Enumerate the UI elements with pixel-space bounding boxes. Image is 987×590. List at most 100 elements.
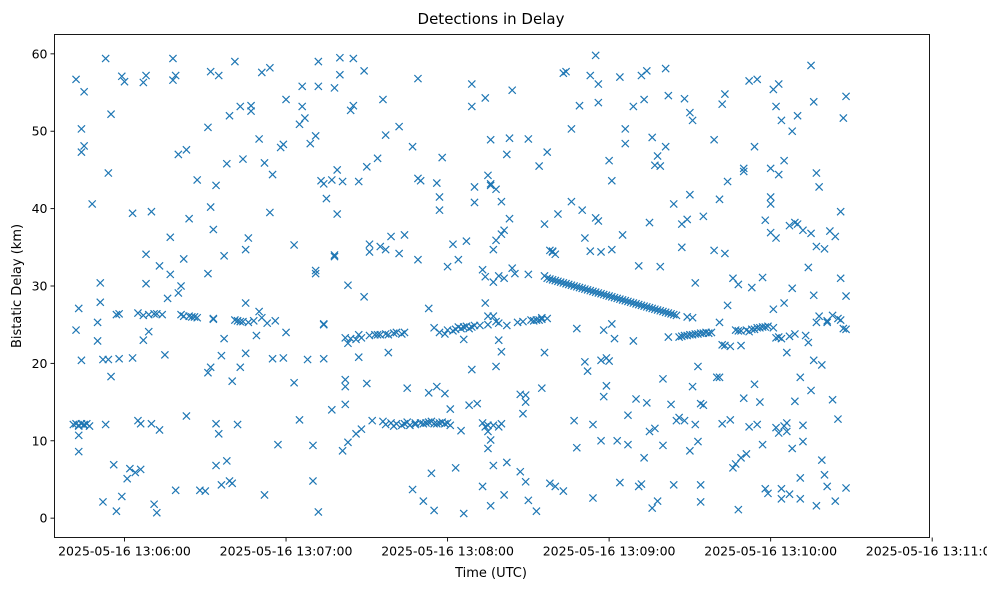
- scatter-point: [249, 316, 258, 325]
- scatter-point: [408, 485, 417, 494]
- scatter-point: [241, 349, 250, 358]
- scatter-point: [117, 492, 126, 501]
- scatter-point: [93, 336, 102, 345]
- scatter-point: [766, 199, 775, 208]
- scatter-point: [726, 342, 735, 351]
- scatter-point: [451, 463, 460, 472]
- scatter-point: [588, 494, 597, 503]
- scatter-point: [481, 93, 490, 102]
- scatter-point: [521, 477, 530, 486]
- scatter-point: [594, 216, 603, 226]
- scatter-point: [381, 329, 390, 339]
- scatter-point: [723, 301, 732, 310]
- scatter-point: [497, 197, 506, 206]
- scatter-point: [737, 453, 746, 462]
- scatter-point: [241, 245, 250, 254]
- scatter-point: [465, 401, 474, 410]
- scatter-point: [376, 242, 385, 251]
- scatter-point: [588, 420, 597, 429]
- scatter-point: [440, 329, 449, 339]
- scatter-point: [567, 124, 576, 133]
- scatter-point: [435, 192, 444, 202]
- scatter-point: [809, 97, 818, 106]
- scatter-point: [675, 333, 684, 342]
- scatter-point: [669, 199, 678, 208]
- scatter-point: [365, 247, 374, 256]
- scatter-point: [518, 409, 527, 418]
- scatter-point: [432, 382, 441, 391]
- scatter-point: [583, 285, 592, 294]
- scatter-point: [742, 449, 751, 458]
- scatter-point: [688, 382, 697, 391]
- scatter-point: [521, 398, 530, 407]
- scatter-point: [766, 192, 775, 202]
- scatter-point: [656, 262, 665, 271]
- x-tick-label: 2025-05-16 13:09:00: [543, 544, 676, 559]
- scatter-point: [459, 335, 468, 344]
- scatter-point: [594, 288, 603, 297]
- scatter-point: [440, 419, 449, 428]
- scatter-point: [319, 319, 328, 328]
- scatter-point: [790, 397, 799, 406]
- scatter-point: [467, 80, 476, 89]
- y-tick-label: 30: [32, 279, 48, 294]
- scatter-point: [295, 415, 304, 424]
- scatter-point: [123, 474, 132, 483]
- scatter-point: [422, 418, 431, 427]
- scatter-point: [341, 375, 350, 384]
- scatter-point: [174, 150, 183, 159]
- scatter-point: [354, 177, 363, 186]
- scatter-point: [446, 421, 455, 430]
- scatter-point: [360, 292, 369, 301]
- scatter-point: [594, 98, 603, 107]
- scatter-point: [112, 507, 121, 516]
- scatter-point: [171, 71, 180, 80]
- scatter-point: [543, 148, 552, 157]
- scatter-point: [298, 82, 307, 91]
- scatter-point: [497, 419, 506, 428]
- scatter-point: [728, 463, 737, 472]
- scatter-point: [343, 281, 352, 290]
- scatter-point: [798, 421, 807, 430]
- scatter-point: [658, 441, 667, 450]
- scatter-point: [562, 279, 571, 288]
- scatter-point: [335, 53, 344, 62]
- scatter-point: [839, 114, 848, 123]
- scatter-point: [492, 362, 501, 371]
- scatter-point: [174, 288, 183, 297]
- scatter-point: [107, 110, 116, 119]
- scatter-point: [747, 325, 756, 334]
- scatter-point: [489, 312, 498, 321]
- scatter-point: [497, 230, 506, 239]
- scatter-point: [521, 391, 530, 400]
- scatter-point: [583, 367, 592, 376]
- scatter-point: [330, 83, 339, 92]
- scatter-point: [478, 265, 487, 274]
- scatter-point: [147, 419, 156, 428]
- scatter-point: [236, 102, 245, 111]
- scatter-point: [683, 215, 692, 224]
- scatter-point: [203, 123, 212, 132]
- scatter-point: [737, 341, 746, 350]
- scatter-point: [427, 469, 436, 478]
- scatter-point: [710, 135, 719, 144]
- scatter-point: [688, 313, 697, 322]
- scatter-point: [508, 86, 517, 95]
- scatter-point: [785, 221, 794, 230]
- scatter-point: [193, 313, 202, 322]
- scatter-point: [777, 334, 786, 343]
- scatter-point: [739, 167, 748, 176]
- scatter-point: [645, 303, 654, 312]
- scatter-point: [502, 150, 511, 159]
- scatter-point: [244, 233, 253, 243]
- scatter-point: [392, 419, 401, 428]
- scatter-point: [454, 255, 463, 264]
- scatter-point: [158, 310, 167, 319]
- scatter-point: [494, 319, 503, 328]
- scatter-point: [193, 175, 202, 185]
- scatter-point: [147, 207, 156, 216]
- scatter-point: [481, 272, 490, 281]
- scatter-point: [373, 330, 382, 339]
- scatter-point: [424, 388, 433, 397]
- y-tick-label: 40: [32, 201, 48, 216]
